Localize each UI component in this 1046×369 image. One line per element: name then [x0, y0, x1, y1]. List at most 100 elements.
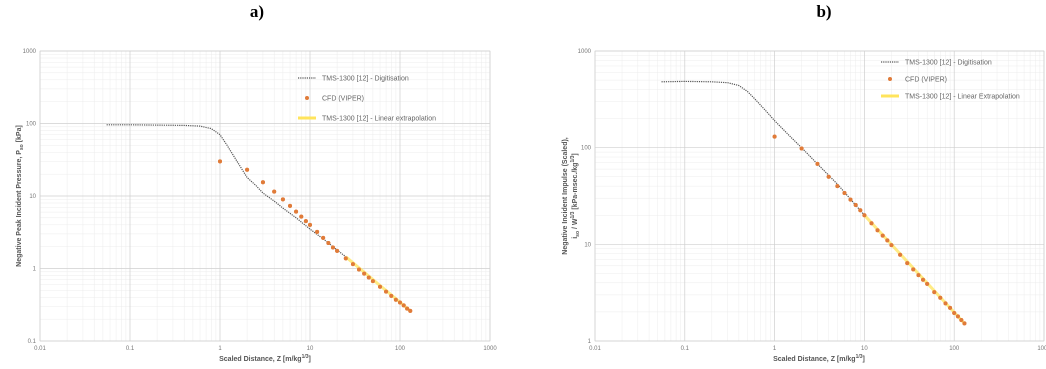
x-axis-label: Scaled Distance, Z [m/kg1/3] [219, 354, 311, 363]
data-point [335, 248, 340, 253]
data-point [869, 221, 874, 226]
y-tick-label: 1 [33, 267, 37, 273]
data-point [366, 275, 371, 280]
legend-entry: CFD (VIPER) [905, 77, 947, 84]
x-axis-label-sup: 1/3 [302, 354, 309, 360]
data-point [921, 277, 926, 282]
data-point [880, 233, 885, 238]
x-tick-label: 0.1 [126, 346, 135, 352]
legend-entry: TMS-1300 [12] - Linear Extrapolation [905, 94, 1020, 101]
data-point [772, 134, 777, 139]
data-point [330, 245, 335, 250]
x-axis-label: Scaled Distance, Z [m/kg1/3] [773, 354, 865, 363]
data-point [303, 219, 308, 224]
series-markers-top [218, 159, 413, 313]
x-tick-label: 100 [949, 346, 960, 352]
legend: TMS-1300 [12] - Digitisation CFD (VIPER) T… [298, 76, 436, 123]
data-point [952, 310, 957, 315]
data-point [862, 213, 867, 218]
data-point [408, 308, 413, 313]
x-tick-label: 100 [395, 346, 406, 352]
y-tick-label: 1 [588, 339, 592, 345]
major-gridlines [39, 50, 491, 342]
x-tick-label: 0.01 [34, 346, 46, 352]
data-point [294, 209, 299, 214]
y-tick-label: 0.1 [28, 339, 37, 345]
y-label-part: so [575, 231, 581, 237]
series-0 [661, 80, 865, 216]
data-point [401, 303, 406, 308]
legend-marker [305, 96, 309, 100]
x-axis-label-end: ] [309, 356, 311, 363]
data-point [938, 295, 943, 300]
data-point [848, 197, 853, 202]
data-point [826, 174, 831, 179]
y-axis-label-sub: so [19, 144, 25, 150]
data-point [343, 256, 348, 261]
data-point [260, 180, 265, 185]
data-point [315, 229, 320, 234]
y-label-part: / W [572, 218, 579, 231]
data-point [362, 271, 367, 276]
x-tick-label: 1 [218, 346, 222, 352]
data-point [799, 146, 804, 151]
data-point [885, 238, 890, 243]
y-tick-label: 10 [584, 242, 591, 248]
data-point [350, 262, 355, 267]
data-point [398, 300, 402, 305]
data-point [405, 306, 410, 311]
data-point [959, 317, 964, 322]
chart-panel-a: a) 0.01 0.1 1 10 100 1000 0.1 1 10 100 1000 TMS-130… [16, 2, 497, 363]
x-tick-label: 1 [773, 346, 777, 352]
x-tick-label: 1000 [483, 346, 497, 352]
data-point [858, 208, 863, 213]
data-point [326, 240, 331, 245]
data-point [943, 301, 948, 306]
x-axis-label-end: ] [863, 356, 865, 363]
legend-marker [888, 77, 892, 81]
y-label-part: 1/3 [570, 155, 576, 162]
legend-entry: TMS-1300 [12] - Linear extrapolation [322, 116, 436, 123]
x-tick-label: 10 [861, 346, 868, 352]
y-label-part: 1/3 [570, 211, 576, 218]
y-tick-label: 100 [581, 146, 592, 152]
data-point [925, 281, 930, 286]
x-axis-label-main: Scaled Distance, Z [m/kg [773, 356, 855, 363]
x-axis-label-main: Scaled Distance, Z [m/kg [219, 356, 301, 363]
data-point [911, 267, 916, 272]
data-point [218, 159, 222, 164]
data-point [889, 243, 894, 248]
y-tick-label: 1000 [23, 49, 37, 55]
y-axis-label-line2: iso / W1/3 [kPa-msec./kg1/3] [570, 153, 581, 239]
major-gridlines [594, 50, 1045, 342]
data-point [370, 279, 375, 284]
data-point [356, 267, 361, 272]
y-axis-label-end: [kPa] [16, 125, 23, 144]
data-point [916, 273, 921, 278]
panel-label-a: a) [249, 2, 265, 21]
series-line [106, 124, 347, 258]
data-point [955, 314, 960, 319]
y-tick-label: 1000 [578, 49, 592, 55]
series-markers-top [772, 134, 967, 326]
y-tick-label: 10 [29, 194, 36, 200]
data-point [853, 203, 858, 208]
data-point [321, 235, 326, 240]
data-point [835, 184, 840, 189]
data-point [842, 190, 847, 195]
data-point [905, 261, 910, 266]
data-point [245, 167, 250, 172]
series-0 [106, 124, 347, 258]
data-point [384, 289, 389, 294]
y-axis-label-main: Negative Peak Incident Pressure, P [16, 150, 23, 267]
data-point [932, 290, 937, 295]
minor-gridlines [595, 51, 1044, 341]
y-label-part: [kPa-msec./kg [572, 163, 579, 212]
y-label-part: i [572, 237, 579, 239]
legend-entry: TMS-1300 [12] - Digitisation [905, 60, 992, 67]
x-axis-label-sup: 1/3 [856, 354, 863, 360]
chart-b: 0.01 0.1 1 10 100 1000 1 10 100 1000 TMS-1300 [12]… [562, 49, 1046, 363]
x-tick-label: 0.1 [681, 346, 690, 352]
data-point [948, 305, 953, 310]
